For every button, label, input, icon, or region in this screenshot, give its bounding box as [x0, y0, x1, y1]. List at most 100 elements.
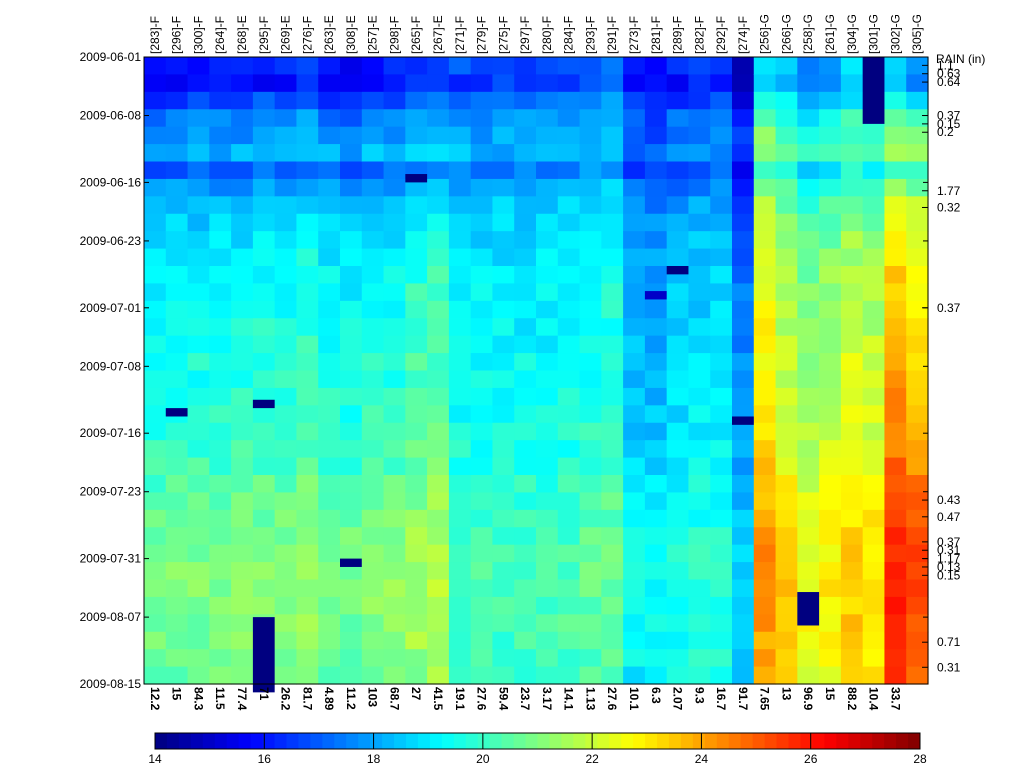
heatmap-cell	[906, 144, 929, 163]
heatmap-cell	[666, 405, 690, 424]
heatmap-cell	[557, 74, 581, 93]
heatmap-cell	[623, 596, 646, 615]
heatmap-cell	[601, 57, 624, 76]
colorbar-swatch	[549, 733, 562, 749]
heatmap-cell	[688, 161, 711, 180]
heatmap-cell	[492, 649, 515, 668]
heatmap-cell	[448, 475, 472, 494]
heatmap-cell	[405, 492, 428, 511]
heatmap-cell	[514, 57, 537, 76]
heatmap-cell	[884, 475, 907, 494]
heatmap-cell	[231, 335, 254, 354]
heatmap-cell	[470, 91, 494, 110]
heatmap-cell	[775, 335, 798, 354]
heatmap-cell	[144, 353, 167, 372]
heatmap-cell	[797, 91, 820, 110]
heatmap-cell	[666, 178, 690, 197]
heatmap-cell	[252, 527, 276, 546]
heatmap-cell	[448, 57, 472, 76]
heatmap-cell	[383, 614, 406, 633]
heatmap-cell	[165, 492, 189, 511]
heatmap-cell	[165, 300, 189, 319]
heatmap-cell	[884, 91, 907, 110]
heatmap-cell	[557, 387, 581, 406]
heatmap-cell	[231, 422, 254, 441]
heatmap-cell	[427, 596, 450, 615]
heatmap-cell	[470, 614, 494, 633]
heatmap-cell	[666, 631, 690, 650]
heatmap-cell	[775, 405, 798, 424]
heatmap-cell	[884, 335, 907, 354]
heatmap-cell	[318, 579, 341, 598]
heatmap-cell	[492, 109, 515, 128]
heatmap-cell	[514, 649, 537, 668]
heatmap-cell	[579, 492, 602, 511]
heatmap-cell	[536, 266, 559, 285]
heatmap-cell	[274, 74, 298, 93]
heatmap-cell	[775, 126, 798, 145]
heatmap-cell	[579, 144, 602, 163]
heatmap-cell	[666, 666, 690, 685]
anomaly-cell	[732, 416, 754, 425]
heatmap-cell	[318, 283, 341, 302]
heatmap-cell	[579, 335, 602, 354]
heatmap-cell	[710, 457, 733, 476]
colorbar-swatch	[740, 733, 754, 749]
heatmap-cell	[144, 300, 167, 319]
heatmap-cell	[318, 649, 341, 668]
heatmap-cell	[318, 440, 341, 459]
heatmap-cell	[753, 248, 777, 267]
heatmap-cell	[340, 266, 363, 285]
heatmap-cell	[601, 74, 624, 93]
heatmap-cell	[231, 126, 254, 145]
heatmap-cell	[296, 283, 319, 302]
heatmap-cell	[427, 614, 450, 633]
heatmap-cell	[753, 144, 777, 163]
heatmap-cell	[187, 562, 210, 581]
colorbar-swatch	[657, 733, 670, 749]
heatmap-cell	[623, 509, 646, 528]
heatmap-cell	[144, 109, 167, 128]
heatmap-cell	[427, 109, 450, 128]
heatmap-cell	[470, 631, 494, 650]
heatmap-cell	[666, 353, 690, 372]
heatmap-cell	[209, 562, 232, 581]
heatmap-cell	[448, 91, 472, 110]
heatmap-cell	[644, 161, 668, 180]
date-tick-label: 2009-07-01	[80, 301, 142, 315]
heatmap-cell	[710, 596, 733, 615]
heatmap-cell	[688, 475, 711, 494]
heatmap-cell	[644, 144, 668, 163]
heatmap-cell	[862, 527, 886, 546]
heatmap-cell	[209, 213, 232, 232]
heatmap-cell	[884, 144, 907, 163]
heatmap-cell	[144, 562, 167, 581]
heatmap-cell	[252, 126, 276, 145]
heatmap-cell	[579, 457, 602, 476]
heatmap-cell	[819, 213, 842, 232]
heatmap-cell	[710, 231, 733, 250]
heatmap-cell	[884, 161, 907, 180]
heatmap-cell	[209, 579, 232, 598]
heatmap-cell	[296, 596, 319, 615]
station-value-label: 23.7	[518, 687, 532, 711]
heatmap-cell	[579, 74, 602, 93]
heatmap-cell	[536, 649, 559, 668]
anomaly-cell	[165, 408, 188, 417]
heatmap-cell	[775, 649, 798, 668]
heatmap-cell	[296, 74, 319, 93]
colorbar-swatch	[884, 733, 897, 749]
date-tick-label: 2009-07-31	[80, 552, 142, 566]
heatmap-cell	[840, 405, 864, 424]
heatmap-cell	[557, 631, 581, 650]
heatmap-cell	[710, 196, 733, 215]
heatmap-cell	[732, 492, 755, 511]
heatmap-cell	[448, 109, 472, 128]
heatmap-cell	[361, 144, 385, 163]
heatmap-cell	[405, 283, 428, 302]
heatmap-cell	[688, 74, 711, 93]
heatmap-cell	[144, 440, 167, 459]
heatmap-cell	[862, 126, 886, 145]
heatmap-cell	[906, 440, 929, 459]
heatmap-cell	[797, 248, 820, 267]
